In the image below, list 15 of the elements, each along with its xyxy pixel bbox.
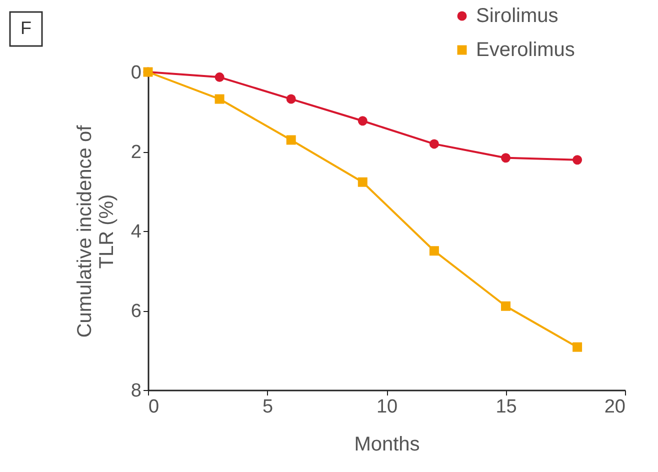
y-tick-label: 6 xyxy=(130,301,142,322)
y-tick-label: 0 xyxy=(130,62,142,84)
x-tick-label: 10 xyxy=(376,396,398,418)
legend-label: Everolimus xyxy=(476,39,575,61)
legend-label: Sirolimus xyxy=(476,5,558,27)
x-tick-label: 5 xyxy=(262,396,274,418)
x-tick-label: 20 xyxy=(604,396,626,418)
y-axis-title: Cumulative incidence of TLR (%) xyxy=(74,124,118,338)
y-tick-label: 2 xyxy=(130,142,142,163)
x-tick-label: 0 xyxy=(148,396,160,418)
text: F xyxy=(20,18,32,38)
x-axis-title: Months xyxy=(354,434,420,456)
y-tick-label: 4 xyxy=(130,222,142,242)
x-tick-label: 15 xyxy=(496,396,517,418)
y-tick-label: 8 xyxy=(130,380,142,402)
